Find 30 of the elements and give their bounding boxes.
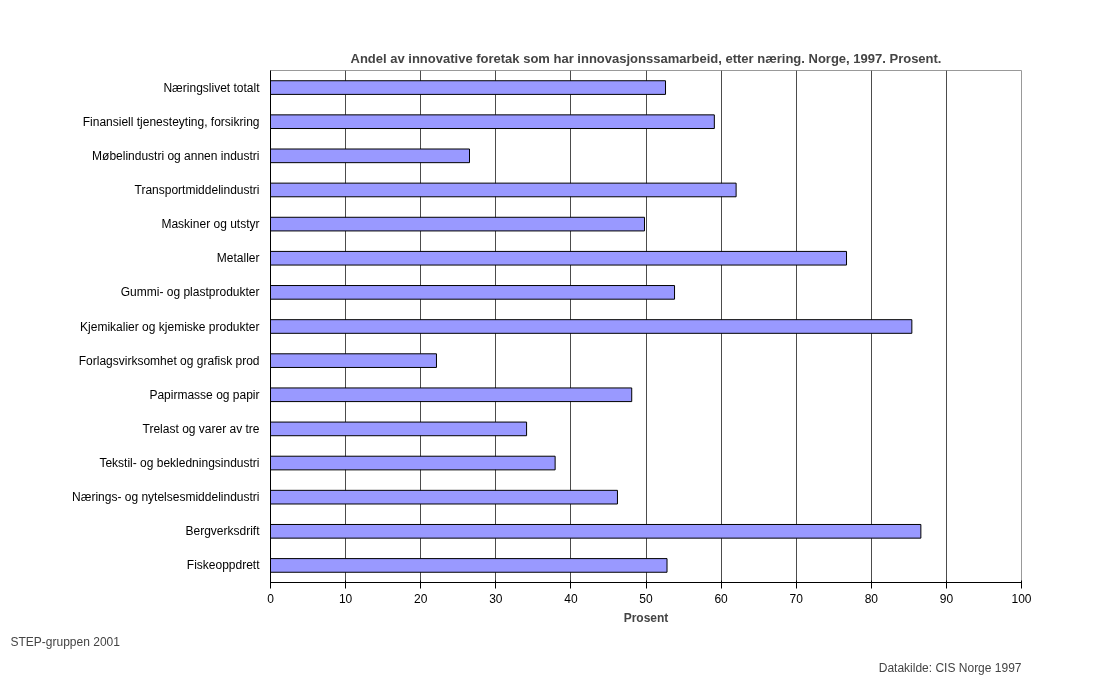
x-tick-label: 80 xyxy=(864,591,879,606)
text: Datakilde: CIS Norge 1997 xyxy=(878,660,1022,675)
y-tick-label: Tekstil- og bekledningsindustri xyxy=(99,456,260,471)
y-tick-label: Fiskeoppdrett xyxy=(186,558,261,573)
x-tick-label: 50 xyxy=(639,591,653,606)
x-tick-label: 60 xyxy=(714,591,729,606)
y-tick-label: Trelast og varer av tre xyxy=(142,421,260,436)
y-tick-label: Kjemikalier og kjemiske produkter xyxy=(80,319,260,334)
x-tick-label: 20 xyxy=(414,591,428,606)
x-tick-label: 40 xyxy=(564,591,578,606)
y-tick-label: Bergverksdrift xyxy=(185,524,261,539)
y-tick-label: Transportmiddelindustri xyxy=(134,182,260,197)
x-tick-label: 0 xyxy=(267,591,275,606)
x-tick-label: 10 xyxy=(338,591,353,606)
x-tick-label: 100 xyxy=(1011,591,1032,606)
y-tick-label: Næringslivet totalt xyxy=(163,80,261,95)
x-axis-title: Prosent xyxy=(623,610,669,625)
x-tick-label: 90 xyxy=(939,591,954,606)
text: STEP-gruppen 2001 xyxy=(10,634,121,649)
y-tick-label: Finansiell tjenesteyting, forsikring xyxy=(82,114,260,129)
y-tick-label: Maskiner og utstyr xyxy=(161,217,260,232)
y-tick-label: Møbelindustri og annen industri xyxy=(92,148,260,163)
chart-title: Andel av innovative foretak som har innovasjonssamarbeid, etter næring. Norge, 1997. Prosent. xyxy=(350,50,942,66)
y-tick-label: Gummi- og plastprodukter xyxy=(120,285,260,300)
y-tick-label: Forlagsvirksomhet og grafisk prod xyxy=(78,353,260,368)
x-tick-label: 70 xyxy=(789,591,804,606)
x-tick-label: 30 xyxy=(489,591,503,606)
y-tick-label: Nærings- og nytelsesmiddelindustri xyxy=(72,490,260,505)
y-tick-label: Metaller xyxy=(216,251,260,266)
y-tick-label: Papirmasse og papir xyxy=(149,387,260,402)
